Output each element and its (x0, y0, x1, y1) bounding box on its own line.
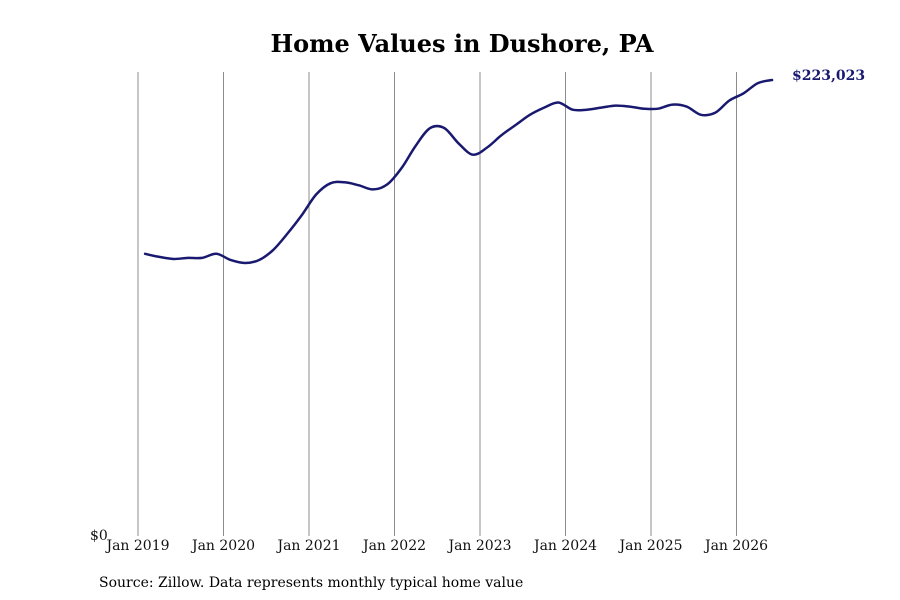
source-note: Source: Zillow. Data represents monthly … (99, 575, 523, 591)
y-tick-label: $0 (90, 528, 108, 544)
series-line (143, 78, 774, 265)
gridlines (137, 72, 737, 536)
x-tick-label: Jan 2019 (104, 538, 169, 554)
end-value-label: $223,023 (792, 68, 865, 84)
x-tick-label: Jan 2021 (275, 538, 340, 554)
x-tick-label: Jan 2020 (190, 538, 255, 554)
x-tick-label: Jan 2023 (446, 538, 511, 554)
x-tick-label: Jan 2026 (703, 538, 768, 554)
chart-title: Home Values in Dushore, PA (270, 29, 653, 58)
x-tick-label: Jan 2025 (617, 538, 682, 554)
x-tick-labels: Jan 2019 Jan 2020 Jan 2021 Jan 2022 Jan 2023… (104, 538, 768, 554)
x-tick-label: Jan 2022 (361, 538, 426, 554)
x-tick-label: Jan 2024 (532, 538, 597, 554)
